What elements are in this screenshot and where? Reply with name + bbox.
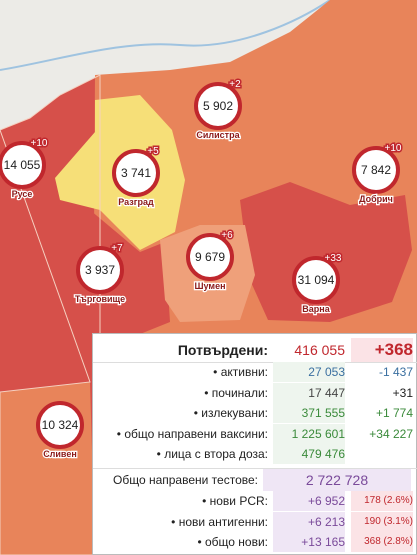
stat-row: • починали: 17 447 +31 <box>93 382 417 403</box>
city-circle <box>186 233 234 281</box>
city-marker: 3 937 +7 Търговище <box>74 242 127 306</box>
city-circle <box>352 146 400 194</box>
city-total: 31 094 <box>298 273 335 287</box>
city-marker: 3 741 +5 Разград <box>112 145 161 208</box>
share: 190 (3.1%) <box>351 511 413 532</box>
city-circle <box>76 246 124 294</box>
city-name: Шумен <box>194 281 225 291</box>
city-total: 9 679 <box>195 250 225 264</box>
delta: +31 <box>392 385 413 400</box>
city-name: Добрич <box>359 194 393 204</box>
border <box>0 74 101 555</box>
value: 371 555 <box>273 403 345 423</box>
city-total: 3 741 <box>121 166 151 180</box>
city-new: +7 <box>111 243 123 254</box>
share: 178 (2.6%) <box>351 491 413 511</box>
city-marker: 7 842 +10 Добрич <box>352 142 403 205</box>
tests-row: Общо направени тестове: 2 722 728 <box>93 468 417 491</box>
confirmed-row: Потвърдени: 416 055 +368 <box>93 338 417 363</box>
city-name: Силистра <box>196 130 240 140</box>
value: 17 447 <box>273 382 345 403</box>
city-name: Търговище <box>75 294 125 304</box>
city-circle <box>0 141 46 189</box>
city-new: +2 <box>229 79 241 90</box>
city-circle <box>112 149 160 197</box>
city-name: Русе <box>12 189 33 199</box>
city-total: 3 937 <box>85 263 115 277</box>
city-name: Варна <box>302 304 330 314</box>
city-new: +5 <box>147 146 159 157</box>
city-name: Сливен <box>43 449 77 459</box>
label: • активни: <box>213 365 268 379</box>
share: 368 (2.8%) <box>351 532 413 552</box>
city-total: 5 902 <box>203 99 233 113</box>
delta: +13 165 <box>273 532 345 552</box>
value: 1 225 601 <box>273 423 345 444</box>
city-total: 10 324 <box>42 418 79 432</box>
label: Общо направени тестове: <box>113 473 258 487</box>
delta: -1 437 <box>378 365 413 379</box>
city-marker: 31 094 +33 Варна <box>292 252 343 315</box>
city-circle <box>292 256 340 304</box>
city-marker: 14 055 +10 Русе <box>0 137 49 200</box>
stat-row: • общо направени ваксини: 1 225 601 +34 22… <box>93 423 417 444</box>
test-row: • нови антигенни: +6 213 190 (3.1%) <box>93 511 417 532</box>
value: 27 053 <box>273 362 345 382</box>
label: • излекувани: <box>193 406 268 420</box>
test-row: • общо нови: +13 165 368 (2.8%) <box>93 532 417 552</box>
stats-panel: Потвърдени: 416 055 +368 • активни: 27 05… <box>92 333 417 555</box>
label: • лица с втора доза: <box>156 447 268 461</box>
stat-row: • лица с втора доза: 479 476 <box>93 444 417 464</box>
label: Потвърдени: <box>177 342 268 358</box>
test-row: • нови PCR: +6 952 178 (2.6%) <box>93 491 417 511</box>
value: 479 476 <box>273 444 345 464</box>
label: • общо нови: <box>197 535 268 549</box>
city-new: +10 <box>385 143 402 154</box>
city-circle <box>36 401 84 449</box>
region <box>240 182 412 322</box>
stat-row: • излекувани: 371 555 +1 774 <box>93 403 417 423</box>
city-marker: 5 902 +2 Силистра <box>194 78 243 141</box>
city-total: 14 055 <box>4 158 41 172</box>
city-total: 7 842 <box>361 163 391 177</box>
city-marker: 10 324 Сливен <box>36 401 84 460</box>
label: • починали: <box>204 385 268 400</box>
delta: +6 213 <box>273 511 345 532</box>
label: • общо направени ваксини: <box>116 426 268 441</box>
value: 2 722 728 <box>263 469 411 491</box>
delta: +6 952 <box>273 491 345 511</box>
city-name: Разград <box>118 197 154 207</box>
stat-row: • активни: 27 053 -1 437 <box>93 362 417 382</box>
value: 416 055 <box>294 342 345 358</box>
city-new: +6 <box>221 230 233 241</box>
label: • нови антигенни: <box>171 514 268 529</box>
city-new: +10 <box>31 138 48 149</box>
city-marker: 9 679 +6 Шумен <box>186 229 235 292</box>
city-new: +33 <box>325 253 342 264</box>
river <box>0 0 331 71</box>
delta: +34 227 <box>369 426 413 441</box>
label: • нови PCR: <box>202 494 268 508</box>
delta: +368 <box>351 338 413 362</box>
delta: +1 774 <box>375 406 413 420</box>
city-circle <box>194 82 242 130</box>
